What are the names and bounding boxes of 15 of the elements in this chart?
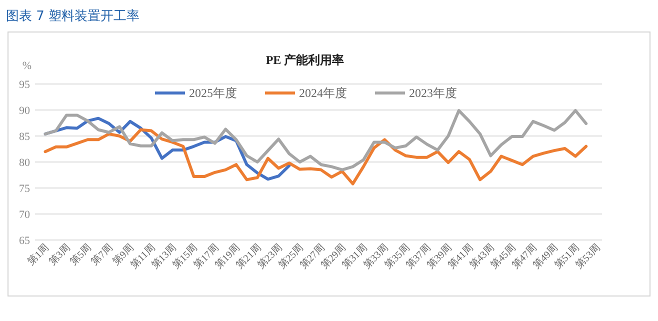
- legend-label: 2025年度: [189, 86, 237, 100]
- y-tick-label: 85: [19, 131, 30, 143]
- chart-title: PE 产能利用率: [266, 53, 344, 67]
- legend-label: 2023年度: [409, 86, 457, 100]
- y-axis-title: %: [22, 60, 32, 72]
- line-series: [44, 109, 588, 172]
- y-tick-label: 90: [19, 105, 30, 117]
- y-tick-label: 80: [19, 157, 30, 169]
- y-tick-label: 65: [19, 235, 30, 247]
- text: 图表 7 塑料装置开工率: [6, 8, 140, 24]
- y-tick-label: 95: [19, 79, 30, 91]
- line-series: [44, 128, 588, 186]
- y-tick-label: 70: [19, 209, 30, 221]
- y-tick-label: 75: [19, 183, 30, 195]
- legend-label: 2024年度: [299, 86, 347, 100]
